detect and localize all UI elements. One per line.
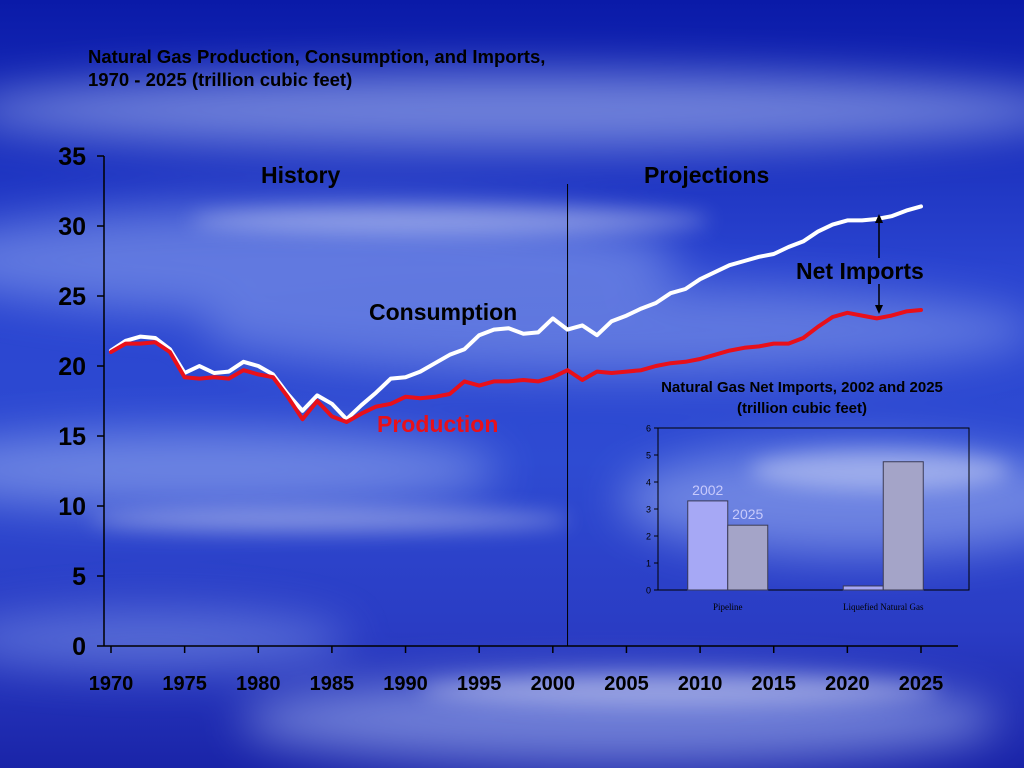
x-tick-label: 1970 [89,673,134,695]
x-tick-label: 2010 [678,673,723,695]
consumption-label: Consumption [369,299,518,325]
x-tick-label: 2025 [899,673,944,695]
inset-y-tick-label: 4 [646,478,651,488]
inset-title-line-1: Natural Gas Net Imports, 2002 and 2025 [661,379,943,396]
net-imports-label: Net Imports [796,258,924,284]
inset-category-label: Pipeline [713,602,743,612]
x-tick-label: 2020 [825,673,870,695]
inset-bar-2025-pipeline [727,524,769,591]
x-tick-label: 2000 [531,673,576,695]
production-label: Production [377,411,499,437]
x-tick-label: 1985 [310,673,355,695]
inset-y-tick-label: 3 [646,505,651,515]
x-tick-label: 2005 [604,673,649,695]
inset-title-line-2: (trillion cubic feet) [736,400,867,417]
x-tick-label: 1975 [162,673,207,695]
production-line [109,308,923,424]
x-tick-label: 1980 [236,673,281,695]
inset-bar-2002-pipeline [687,500,729,591]
y-tick-label: 0 [72,633,86,661]
inset-y-tick-label: 5 [646,451,651,461]
chart-title-line-1: Natural Gas Production, Consumption, and… [88,46,546,67]
inset-bar-2025-lng [882,461,924,591]
x-tick-label: 1995 [457,673,502,695]
consumption-line [109,204,923,422]
history-label: History [261,162,341,188]
y-tick-label: 25 [58,283,86,311]
inset-y-tick-label: 1 [646,559,651,569]
inset-bar-label-2025: 2025 [732,506,763,522]
x-tick-label: 2015 [751,673,796,695]
inset-y-tick-label: 0 [646,586,651,596]
y-tick-label: 30 [58,213,86,241]
y-tick-label: 5 [72,563,86,591]
y-tick-label: 35 [58,143,86,171]
inset-y-tick-label: 6 [646,424,651,434]
y-tick-label: 10 [58,493,86,521]
inset-category-label: Liquefied Natural Gas [843,602,924,612]
inset-bar-2002-lng [842,585,884,591]
projections-label: Projections [644,162,770,188]
y-tick-label: 15 [58,423,86,451]
inset-y-tick-label: 2 [646,532,651,542]
series-lines [109,204,923,424]
net-imports-arrowhead-down [875,305,883,314]
inset-bar-chart: 0 1 2 3 4 5 6 2002 2025 Pipeline Liquefied Natural… [646,424,970,612]
x-tick-label: 1990 [383,673,428,695]
inset-bar-label-2002: 2002 [692,482,723,498]
net-imports-arrowhead-up [875,214,883,223]
chart-title-line-2: 1970 - 2025 (trillion cubic feet) [88,69,353,90]
y-tick-label: 20 [58,353,86,381]
